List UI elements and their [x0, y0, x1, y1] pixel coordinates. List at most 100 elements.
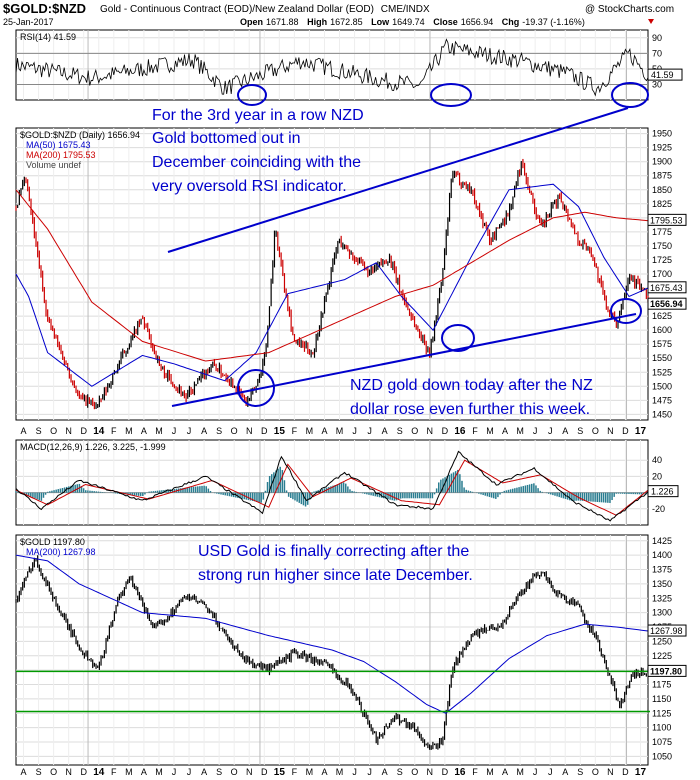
y-tick-label: 1075 [652, 737, 672, 747]
down-arrow-icon [648, 19, 654, 24]
x-tick-label: S [397, 767, 403, 777]
macd-legend: MACD(12,26,9) 1.226, 3.225, -1.999 [20, 442, 166, 452]
exchange-text: CME/INDX [381, 4, 430, 15]
last-value-label: 1267.98 [650, 626, 683, 636]
usd-note-line-1: USD Gold is finally correcting after the [198, 543, 469, 560]
x-tick-label: O [592, 767, 599, 777]
x-tick-label: S [577, 426, 583, 436]
y-tick-label: 1500 [652, 381, 672, 391]
x-tick-label: F [111, 767, 117, 777]
x-tick-label: S [36, 426, 42, 436]
panel-price_nzd: 1950192519001875185018251800177517501725… [15, 127, 687, 421]
y-tick-label: 20 [652, 471, 662, 481]
x-tick-label: 14 [93, 426, 105, 437]
x-tick-label: N [65, 767, 72, 777]
y-tick-label: 1875 [652, 171, 672, 181]
y-tick-label: 1300 [652, 608, 672, 618]
support-trendline [171, 313, 637, 407]
x-tick-label: S [577, 767, 583, 777]
x-tick-label: D [261, 426, 268, 436]
x-tick-label: J [187, 767, 192, 777]
x-tick-label: N [427, 767, 434, 777]
last-value-tag [647, 664, 687, 677]
x-tick-label: D [622, 426, 629, 436]
x-tick-label: J [187, 426, 192, 436]
x-tick-label: D [80, 767, 87, 777]
x-tick-label: F [292, 767, 298, 777]
rsi-note-line-3: December coinciding with the [152, 154, 361, 171]
x-tick-label: D [261, 767, 268, 777]
y-tick-label: 1950 [652, 129, 672, 139]
nzd-note-line-1: NZD gold down today after the NZ [350, 377, 593, 394]
price-low-circle-2015 [441, 324, 475, 352]
macd-last-value: 1.226 [651, 487, 674, 497]
x-tick-label: S [216, 426, 222, 436]
x-tick-label: D [80, 426, 87, 436]
x-tick-label: M [336, 767, 344, 777]
x-tick-label: M [516, 767, 524, 777]
y-tick-label: 1325 [652, 593, 672, 603]
x-tick-label: M [125, 767, 133, 777]
x-tick-label: M [516, 426, 524, 436]
x-tick-label: 17 [635, 426, 647, 437]
y-tick-label: 90 [652, 33, 662, 43]
y-tick-label: 1450 [652, 409, 672, 419]
x-tick-label: A [321, 767, 327, 777]
y-tick-label: 30 [652, 79, 662, 89]
rsi-last-value: 41.59 [651, 70, 674, 80]
x-tick-label: A [562, 767, 568, 777]
last-value-tag [647, 624, 687, 637]
x-tick-label: M [486, 767, 494, 777]
x-tick-label: N [427, 426, 434, 436]
x-tick-label: N [65, 426, 72, 436]
rsi-oversold-circle-2014 [237, 84, 267, 106]
last-value-tag [647, 297, 687, 310]
rsi-last-tag [647, 68, 683, 81]
y-tick-label: 1725 [652, 255, 672, 265]
rsi-oversold-circle-2016 [611, 82, 649, 108]
x-axis-2: A S O N D 14 F M A M J J A S O N D 15 F M A M J J A S O N D 16 F M A M J J A… [21, 767, 647, 778]
y-tick-label: 1100 [652, 723, 671, 733]
x-axis-1: A S O N D 14 F M A M J J A S O N D 15 F M A M J J A S O N D 16 F M A M J J A… [21, 426, 647, 437]
macd-line [15, 450, 649, 522]
y-tick-label: 1550 [652, 353, 672, 363]
x-tick-label: S [397, 426, 403, 436]
y-tick-label: 1400 [652, 550, 672, 560]
panel-frame [15, 29, 649, 101]
symbol-label: $GOLD:$NZD [3, 1, 86, 16]
x-tick-label: J [172, 767, 177, 777]
last-value-label: 1197.80 [650, 666, 682, 676]
rsi-line [15, 38, 649, 97]
x-tick-label: F [292, 426, 298, 436]
x-tick-label: M [125, 426, 133, 436]
x-tick-label: J [352, 426, 357, 436]
price-low-circle-2016 [610, 298, 642, 324]
description-text: Gold - Continuous Contract (EOD)/New Zea… [100, 4, 374, 15]
last-value-tag [647, 281, 687, 294]
x-tick-label: 16 [454, 767, 466, 778]
x-tick-label: J [367, 426, 372, 436]
x-tick-label: A [382, 426, 388, 436]
y-tick-label: 1425 [652, 536, 672, 546]
y-tick-label: 40 [652, 455, 662, 465]
y-tick-label: 1775 [652, 227, 672, 237]
x-tick-label: A [562, 426, 568, 436]
y-tick-label: 1525 [652, 367, 672, 377]
y-tick-label: 1375 [652, 565, 672, 575]
x-tick-label: S [36, 767, 42, 777]
x-tick-label: J [533, 767, 538, 777]
last-value-label: 1675.43 [650, 283, 683, 293]
x-tick-label: O [231, 767, 238, 777]
y-tick-label: -20 [652, 504, 665, 514]
x-tick-label: A [21, 767, 27, 777]
price-legend-title: $GOLD 1197.80 [20, 537, 85, 547]
date-label: 25-Jan-2017 [3, 17, 54, 27]
panel-frame [15, 439, 649, 526]
x-tick-label: A [502, 767, 508, 777]
x-tick-label: S [216, 767, 222, 777]
y-tick-label: 1700 [652, 269, 672, 279]
moving-average-line [15, 554, 649, 714]
x-tick-label: A [141, 426, 147, 436]
x-tick-label: A [502, 426, 508, 436]
